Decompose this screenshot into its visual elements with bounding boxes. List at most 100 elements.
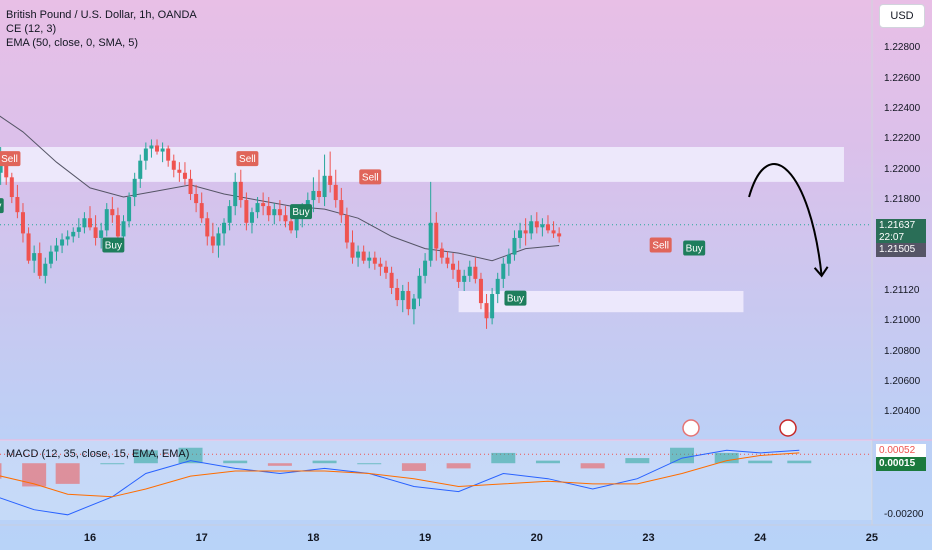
candle-body[interactable]	[316, 190, 321, 198]
candle-body[interactable]	[110, 209, 115, 216]
candle-body[interactable]	[60, 239, 65, 246]
candle-body[interactable]	[456, 269, 461, 282]
candle-body[interactable]	[540, 224, 545, 228]
candle-body[interactable]	[372, 257, 377, 264]
candle-body[interactable]	[255, 203, 260, 213]
candle-body[interactable]	[501, 263, 506, 279]
forecast-arrow[interactable]	[748, 163, 823, 276]
candle-body[interactable]	[138, 160, 143, 179]
flag-event-icon[interactable]	[779, 419, 797, 437]
candle-body[interactable]	[356, 251, 361, 258]
candle-body[interactable]	[210, 236, 215, 246]
candle-body[interactable]	[160, 148, 165, 152]
candle-body[interactable]	[417, 275, 422, 299]
candle-body[interactable]	[9, 177, 14, 198]
candle-body[interactable]	[305, 200, 310, 208]
candle-body[interactable]	[462, 275, 467, 282]
candle-body[interactable]	[99, 230, 104, 238]
candle-body[interactable]	[512, 237, 517, 255]
candle-body[interactable]	[484, 303, 489, 319]
candle-body[interactable]	[261, 203, 266, 207]
candle-body[interactable]	[400, 290, 405, 301]
candle-body[interactable]	[88, 218, 92, 228]
candle-body[interactable]	[121, 221, 126, 237]
candle-body[interactable]	[244, 200, 249, 223]
candle-body[interactable]	[0, 162, 3, 173]
candle-body[interactable]	[54, 245, 59, 252]
supply-demand-zone[interactable]	[0, 147, 844, 182]
candle-body[interactable]	[428, 222, 433, 261]
candle-body[interactable]	[93, 227, 98, 238]
candle-body[interactable]	[272, 209, 277, 216]
candle-body[interactable]	[378, 263, 383, 267]
candle-body[interactable]	[188, 178, 193, 194]
buy-signal-tag[interactable]: Buy	[102, 237, 125, 253]
candle-body[interactable]	[37, 253, 42, 276]
candle-body[interactable]	[551, 230, 556, 234]
candle-body[interactable]	[82, 218, 87, 228]
candle-body[interactable]	[467, 266, 472, 276]
candle-body[interactable]	[76, 227, 81, 232]
sell-signal-tag[interactable]: Sell	[236, 151, 259, 167]
currency-button[interactable]: USD	[879, 4, 925, 28]
lightning-event-icon[interactable]	[682, 419, 700, 437]
candle-body[interactable]	[557, 233, 562, 237]
ema-indicator-legend[interactable]: EMA (50, close, 0, SMA, 5)	[6, 37, 139, 49]
candle-body[interactable]	[473, 266, 478, 279]
candle-body[interactable]	[445, 257, 450, 264]
candle-body[interactable]	[534, 221, 539, 228]
candle-body[interactable]	[143, 148, 148, 161]
candle-body[interactable]	[266, 206, 271, 216]
candle-body[interactable]	[205, 218, 210, 237]
buy-signal-tag[interactable]: Buy	[289, 204, 312, 220]
candle-body[interactable]	[48, 251, 53, 264]
candle-body[interactable]	[423, 260, 428, 276]
candle-body[interactable]	[545, 224, 550, 231]
candle-body[interactable]	[15, 197, 20, 213]
candle-body[interactable]	[155, 145, 160, 152]
buy-signal-tag[interactable]: Buy	[0, 198, 4, 214]
candle-body[interactable]	[411, 298, 416, 310]
macd-legend[interactable]: MACD (12, 35, close, 15, EMA, EMA)	[6, 448, 190, 460]
candle-body[interactable]	[495, 278, 500, 295]
candle-body[interactable]	[344, 215, 349, 243]
candle-body[interactable]	[182, 172, 187, 179]
candle-body[interactable]	[115, 215, 120, 237]
candle-body[interactable]	[283, 215, 288, 222]
candle-body[interactable]	[194, 193, 199, 204]
candle-body[interactable]	[361, 251, 366, 261]
sell-signal-tag[interactable]: Sell	[359, 169, 382, 185]
candle-body[interactable]	[166, 148, 171, 161]
candle-body[interactable]	[311, 190, 316, 201]
candle-body[interactable]	[395, 287, 400, 301]
candle-body[interactable]	[406, 290, 411, 310]
candle-body[interactable]	[32, 253, 37, 261]
candle-body[interactable]	[20, 212, 25, 234]
candle-body[interactable]	[149, 145, 154, 149]
candle-body[interactable]	[328, 175, 333, 185]
candle-body[interactable]	[104, 209, 109, 231]
candle-body[interactable]	[294, 218, 299, 231]
candle-body[interactable]	[222, 222, 227, 234]
candle-body[interactable]	[350, 242, 355, 258]
candle-body[interactable]	[333, 184, 338, 201]
candle-body[interactable]	[199, 203, 204, 219]
candle-body[interactable]	[518, 230, 523, 238]
candle-body[interactable]	[289, 221, 294, 231]
candle-body[interactable]	[4, 162, 9, 178]
candle-body[interactable]	[127, 197, 132, 222]
candle-body[interactable]	[233, 181, 238, 207]
candle-body[interactable]	[171, 160, 176, 170]
candle-body[interactable]	[506, 254, 511, 264]
candle-body[interactable]	[367, 257, 372, 261]
buy-signal-tag[interactable]: Buy	[683, 240, 706, 256]
candle-body[interactable]	[389, 272, 394, 288]
candle-body[interactable]	[177, 169, 182, 173]
candle-body[interactable]	[277, 209, 282, 216]
ce-indicator-legend[interactable]: CE (12, 3)	[6, 23, 57, 35]
sell-signal-tag[interactable]: Sell	[649, 237, 672, 253]
candle-body[interactable]	[65, 236, 70, 240]
candle-body[interactable]	[339, 200, 344, 216]
candle-body[interactable]	[478, 278, 483, 304]
